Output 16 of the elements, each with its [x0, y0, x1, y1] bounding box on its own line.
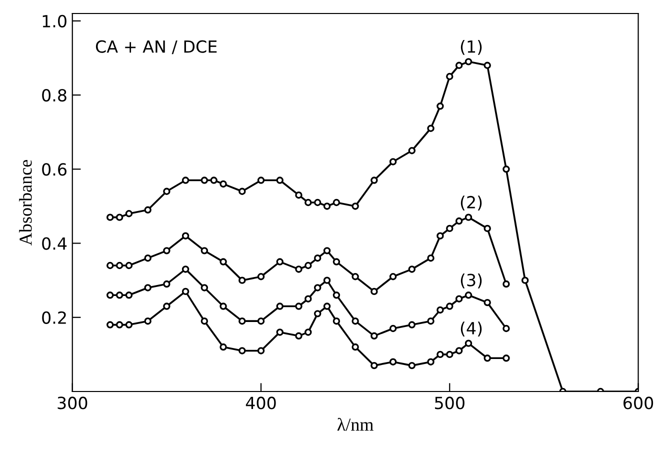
x-tick-label: 300: [58, 396, 88, 410]
series-label: (2): [460, 196, 482, 210]
y-tick-label: 0.2: [42, 311, 66, 324]
y-tick-label: 1.0: [42, 14, 66, 28]
y-tick-label: 0.8: [42, 88, 66, 102]
series-label: (1): [460, 40, 482, 55]
x-tick-label: 500: [435, 396, 464, 410]
y-tick-label: 0.4: [42, 237, 67, 250]
x-tick-label: 600: [624, 396, 654, 410]
x-axis-title: λ/nm: [337, 418, 374, 431]
y-axis-title: Absorbance: [19, 160, 32, 246]
x-tick-label: 400: [246, 396, 276, 410]
y-tick-label: 0.6: [42, 163, 66, 176]
series-label: (4): [460, 322, 482, 336]
annotation: CA + AN / DCE: [96, 40, 217, 54]
series-label: (3): [460, 273, 482, 288]
